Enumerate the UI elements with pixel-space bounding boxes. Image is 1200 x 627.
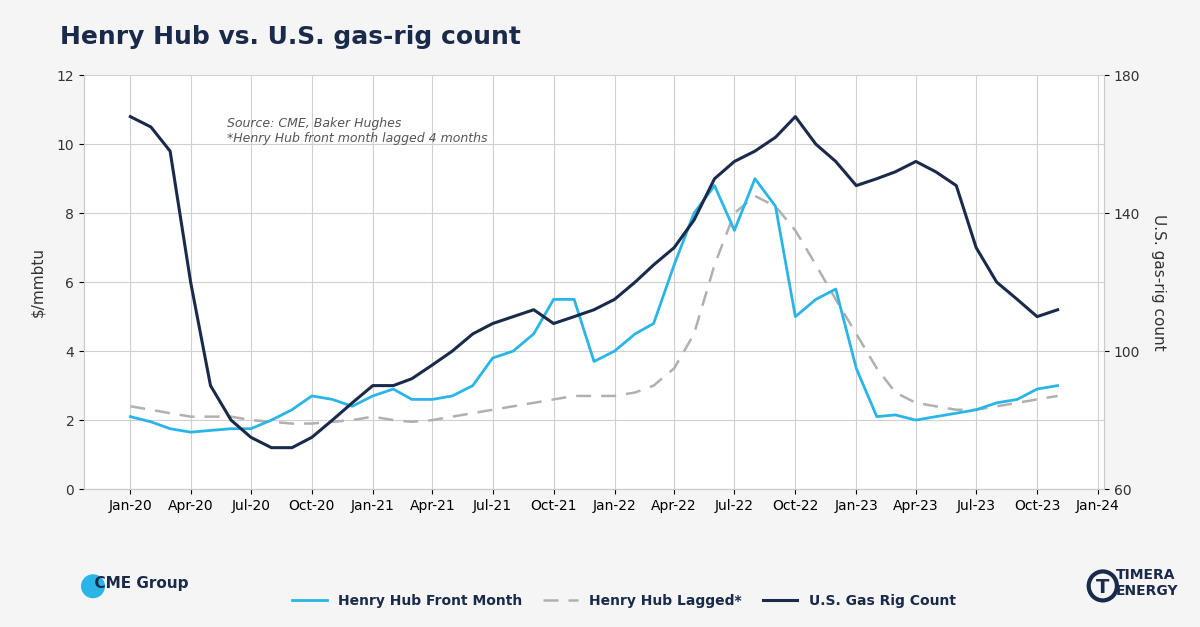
Text: Henry Hub vs. U.S. gas-rig count: Henry Hub vs. U.S. gas-rig count bbox=[60, 25, 521, 49]
Y-axis label: U.S. gas-rig count: U.S. gas-rig count bbox=[1151, 214, 1166, 350]
Circle shape bbox=[82, 575, 104, 598]
Text: Source: CME, Baker Hughes
*Henry Hub front month lagged 4 months: Source: CME, Baker Hughes *Henry Hub fro… bbox=[227, 117, 487, 145]
Y-axis label: $/mmbtu: $/mmbtu bbox=[30, 247, 46, 317]
Text: T: T bbox=[1096, 578, 1110, 597]
Text: TIMERA
ENERGY: TIMERA ENERGY bbox=[1116, 568, 1178, 598]
Text: CME Group: CME Group bbox=[84, 576, 188, 591]
Legend: Henry Hub Front Month, Henry Hub Lagged*, U.S. Gas Rig Count: Henry Hub Front Month, Henry Hub Lagged*… bbox=[287, 589, 961, 614]
